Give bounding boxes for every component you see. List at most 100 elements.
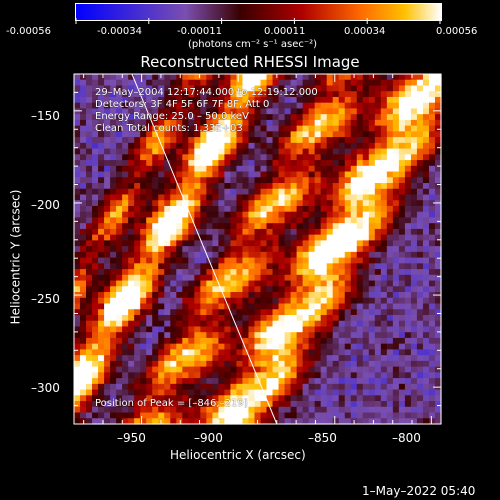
heatmap-cell (248, 102, 256, 110)
heatmap-cell (338, 412, 346, 419)
heatmap-cell (122, 395, 129, 402)
heatmap-cell (128, 292, 135, 299)
heatmap-cell (380, 177, 388, 184)
heatmap-cell (326, 91, 334, 98)
heatmap-cell (314, 205, 322, 213)
heatmap-cell (98, 292, 105, 299)
heatmap-cell (164, 246, 171, 253)
heatmap-cell (116, 297, 123, 305)
heatmap-cell (374, 228, 382, 236)
heatmap-cell (422, 395, 430, 402)
heatmap-cell (104, 349, 111, 356)
heatmap-cell (170, 257, 177, 264)
heatmap-cell (302, 251, 310, 259)
heatmap-cell (128, 251, 135, 259)
heatmap-cell (146, 165, 153, 173)
heatmap-cell (404, 200, 412, 207)
heatmap-cell (140, 395, 147, 402)
heatmap-cell (140, 251, 147, 259)
heatmap-cell (116, 217, 123, 224)
heatmap-cell (110, 171, 117, 178)
heatmap-cell (362, 223, 370, 230)
heatmap-cell (236, 131, 244, 138)
heatmap-cell (74, 171, 81, 178)
heatmap-cell (218, 102, 226, 110)
heatmap-cell (350, 160, 358, 167)
heatmap-cell (86, 79, 93, 87)
heatmap-cell (254, 401, 262, 408)
heatmap-cell (338, 320, 346, 328)
heatmap-cell (122, 274, 129, 282)
heatmap-cell (320, 200, 328, 207)
heatmap-cell (230, 257, 238, 264)
heatmap-cell (416, 223, 424, 230)
heatmap-cell (92, 337, 99, 345)
heatmap-cell (260, 349, 268, 356)
heatmap-cell (428, 240, 436, 247)
heatmap-cell (296, 148, 304, 155)
heatmap-cell (422, 401, 430, 408)
heatmap-cell (104, 125, 111, 132)
heatmap-cell (416, 303, 424, 310)
heatmap-cell (218, 234, 226, 241)
heatmap-cell (428, 314, 436, 322)
heatmap-cell (386, 119, 394, 127)
heatmap-cell (206, 401, 213, 408)
heatmap-cell (308, 292, 316, 299)
heatmap-cell (284, 228, 292, 236)
heatmap-cell (416, 85, 424, 92)
heatmap-cell (164, 309, 171, 316)
heatmap-cell (302, 355, 310, 362)
heatmap-cell (98, 349, 105, 356)
heatmap-cell (128, 165, 135, 173)
heatmap-cell (278, 343, 286, 351)
heatmap-cell (206, 343, 213, 351)
heatmap-cell (368, 269, 376, 276)
heatmap-cell (86, 332, 93, 339)
heatmap-cell (224, 314, 232, 322)
heatmap-cell (392, 188, 400, 196)
heatmap-cell (92, 332, 99, 339)
heatmap-cell (218, 183, 226, 190)
heatmap-cell (188, 378, 195, 385)
heatmap-cell (74, 389, 81, 396)
heatmap-cell (428, 142, 436, 150)
heatmap-cell (386, 148, 394, 155)
heatmap-cell (350, 217, 358, 224)
heatmap-cell (206, 372, 213, 379)
heatmap-cell (278, 154, 286, 161)
heatmap-cell (308, 240, 316, 247)
heatmap-cell (350, 251, 358, 259)
heatmap-cell (188, 332, 195, 339)
heatmap-cell (368, 292, 376, 299)
heatmap-cell (296, 96, 304, 104)
heatmap-cell (164, 131, 171, 138)
heatmap-cell (152, 131, 159, 138)
heatmap-cell (308, 200, 316, 207)
heatmap-cell (278, 257, 286, 264)
heatmap-cell (86, 125, 93, 132)
heatmap-cell (74, 79, 81, 87)
heatmap-cell (386, 343, 394, 351)
heatmap-cell (368, 418, 376, 425)
heatmap-cell (104, 91, 111, 98)
heatmap-cell (266, 96, 274, 104)
heatmap-cell (416, 96, 424, 104)
heatmap-cell (206, 332, 213, 339)
heatmap-cell (434, 389, 442, 396)
heatmap-cell (200, 320, 207, 328)
heatmap-cell (194, 188, 201, 196)
heatmap-cell (260, 96, 268, 104)
heatmap-cell (278, 108, 286, 115)
heatmap-cell (206, 303, 213, 310)
heatmap-cell (122, 257, 129, 264)
heatmap-cell (290, 383, 298, 391)
heatmap-cell (284, 326, 292, 333)
heatmap-cell (332, 412, 340, 419)
heatmap-cell (368, 412, 376, 419)
heatmap-cell (248, 114, 256, 121)
heatmap-cell (194, 74, 201, 81)
heatmap-cell (422, 165, 430, 173)
heatmap-cell (410, 246, 418, 253)
heatmap-cell (410, 292, 418, 299)
